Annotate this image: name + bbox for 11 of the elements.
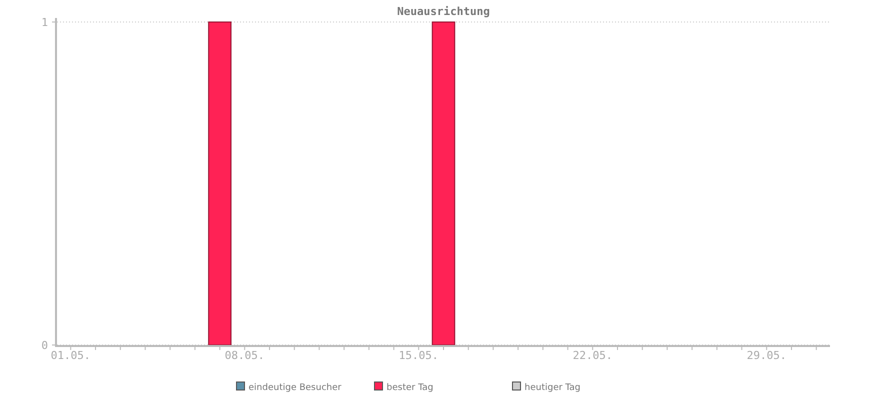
legend-label: heutiger Tag [524,383,581,393]
x-tick-label: 15.05. [398,349,439,362]
y-tick-label: 1 [41,16,48,29]
x-tick-label: 29.05. [746,349,786,362]
legend-label: bester Tag [386,383,434,393]
x-tick-label: 22.05. [572,349,613,362]
legend-label: eindeutige Besucher [248,383,342,393]
x-tick-label: 01.05. [50,349,91,362]
chart-title: Neuausrichtung [397,5,490,18]
x-tick-label: 08.05. [224,349,265,362]
y-tick-label: 0 [41,339,48,352]
